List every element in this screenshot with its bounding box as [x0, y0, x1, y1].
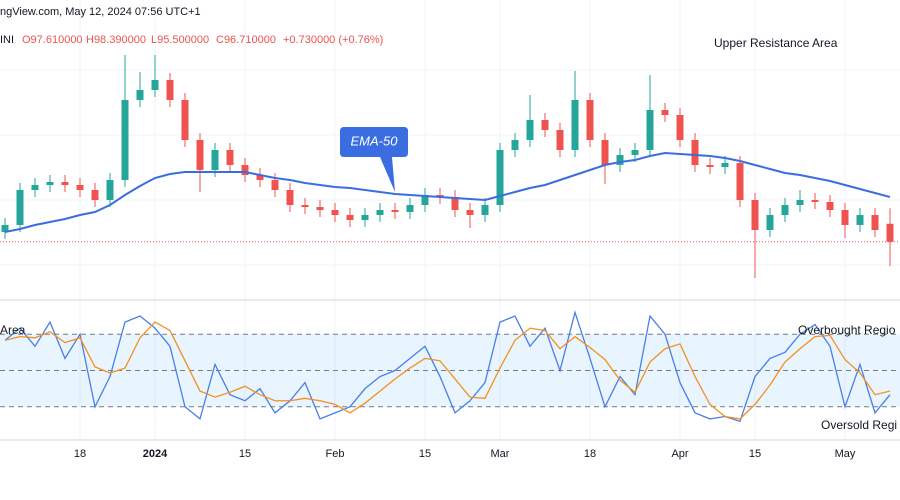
grid: [0, 0, 900, 440]
candle-body: [91, 190, 99, 200]
candle-body: [406, 205, 414, 212]
source-text: ngView.com, May 12, 2024 07:56 UTC+1: [0, 6, 201, 18]
annotation: Overbought Regio: [798, 323, 896, 337]
candle-body: [1, 225, 9, 232]
candle-body: [271, 180, 279, 190]
ohlc-close: C96.710000: [216, 34, 276, 46]
candle-body: [616, 155, 624, 165]
candle-body: [646, 110, 654, 150]
candle-body: [166, 80, 174, 100]
ohlc-high: H98.390000: [86, 34, 146, 46]
candle-body: [886, 223, 894, 242]
candle-body: [526, 120, 534, 140]
candle-body: [451, 197, 459, 210]
candle-body: [466, 210, 474, 215]
candle-body: [826, 202, 834, 210]
ohlc-low: L95.500000: [151, 34, 209, 46]
candle-body: [781, 205, 789, 215]
candle-body: [421, 195, 429, 205]
x-tick-label: May: [835, 448, 856, 460]
candle-body: [721, 163, 729, 167]
candle-body: [316, 207, 324, 210]
candle-body: [691, 140, 699, 165]
candle-body: [301, 205, 309, 207]
candle-body: [16, 190, 24, 225]
candle-body: [586, 100, 594, 140]
candle-body: [571, 100, 579, 150]
candle-body: [631, 150, 639, 155]
x-tick-label: 15: [239, 448, 251, 460]
candle-body: [286, 190, 294, 205]
ema-label: EMA-50: [351, 133, 399, 148]
candle-body: [211, 150, 219, 170]
candle-body: [541, 120, 549, 130]
symbol: INI: [0, 34, 14, 46]
x-tick-label: Mar: [491, 448, 510, 460]
candle-body: [556, 130, 564, 150]
candle-body: [346, 215, 354, 220]
candle-body: [871, 215, 879, 230]
oscillator-line: [4, 310, 891, 423]
candle-body: [121, 100, 129, 180]
x-tick-label: 15: [419, 448, 431, 460]
candle-body: [376, 210, 384, 215]
candle-body: [391, 210, 399, 212]
candle-body: [61, 182, 69, 185]
x-tick-label: Feb: [326, 448, 345, 460]
candle-body: [601, 140, 609, 165]
candle-body: [331, 210, 339, 215]
candle-body: [496, 150, 504, 205]
x-tick-label: 15: [749, 448, 761, 460]
candle-body: [256, 175, 264, 180]
candle-body: [136, 90, 144, 100]
candle-body: [796, 200, 804, 205]
candle-body: [31, 185, 39, 190]
candle-body: [241, 165, 249, 175]
candle-body: [736, 163, 744, 200]
x-tick-label: 18: [74, 448, 86, 460]
candle-body: [856, 215, 864, 225]
ema-line: [4, 151, 891, 233]
oscillator-line: [4, 321, 891, 420]
annotation: Oversold Regi: [821, 418, 897, 432]
candle-body: [661, 110, 669, 115]
x-tick-label: Apr: [671, 448, 688, 460]
ohlc-change: +0.730000 (+0.76%): [283, 34, 383, 46]
candle-body: [361, 215, 369, 220]
ohlc-open: O97.610000: [22, 34, 83, 46]
annotation: Area: [0, 323, 26, 337]
candle-body: [676, 115, 684, 140]
candle-body: [481, 205, 489, 215]
annotation: Upper Resistance Area: [714, 36, 838, 50]
candle-body: [511, 140, 519, 150]
candle-body: [706, 165, 714, 167]
candle-body: [76, 185, 84, 190]
ema-callout: [340, 127, 408, 192]
x-tick-label: 18: [584, 448, 596, 460]
candle-body: [46, 182, 54, 185]
candle-body: [196, 140, 204, 170]
candle-body: [226, 150, 234, 165]
candle-body: [151, 80, 159, 90]
candle-body: [106, 180, 114, 200]
candle-body: [841, 210, 849, 225]
x-tick-label: 2024: [143, 448, 168, 460]
candle-body: [811, 200, 819, 202]
candle-body: [181, 100, 189, 140]
candle-body: [766, 215, 774, 230]
candle-body: [751, 200, 759, 230]
